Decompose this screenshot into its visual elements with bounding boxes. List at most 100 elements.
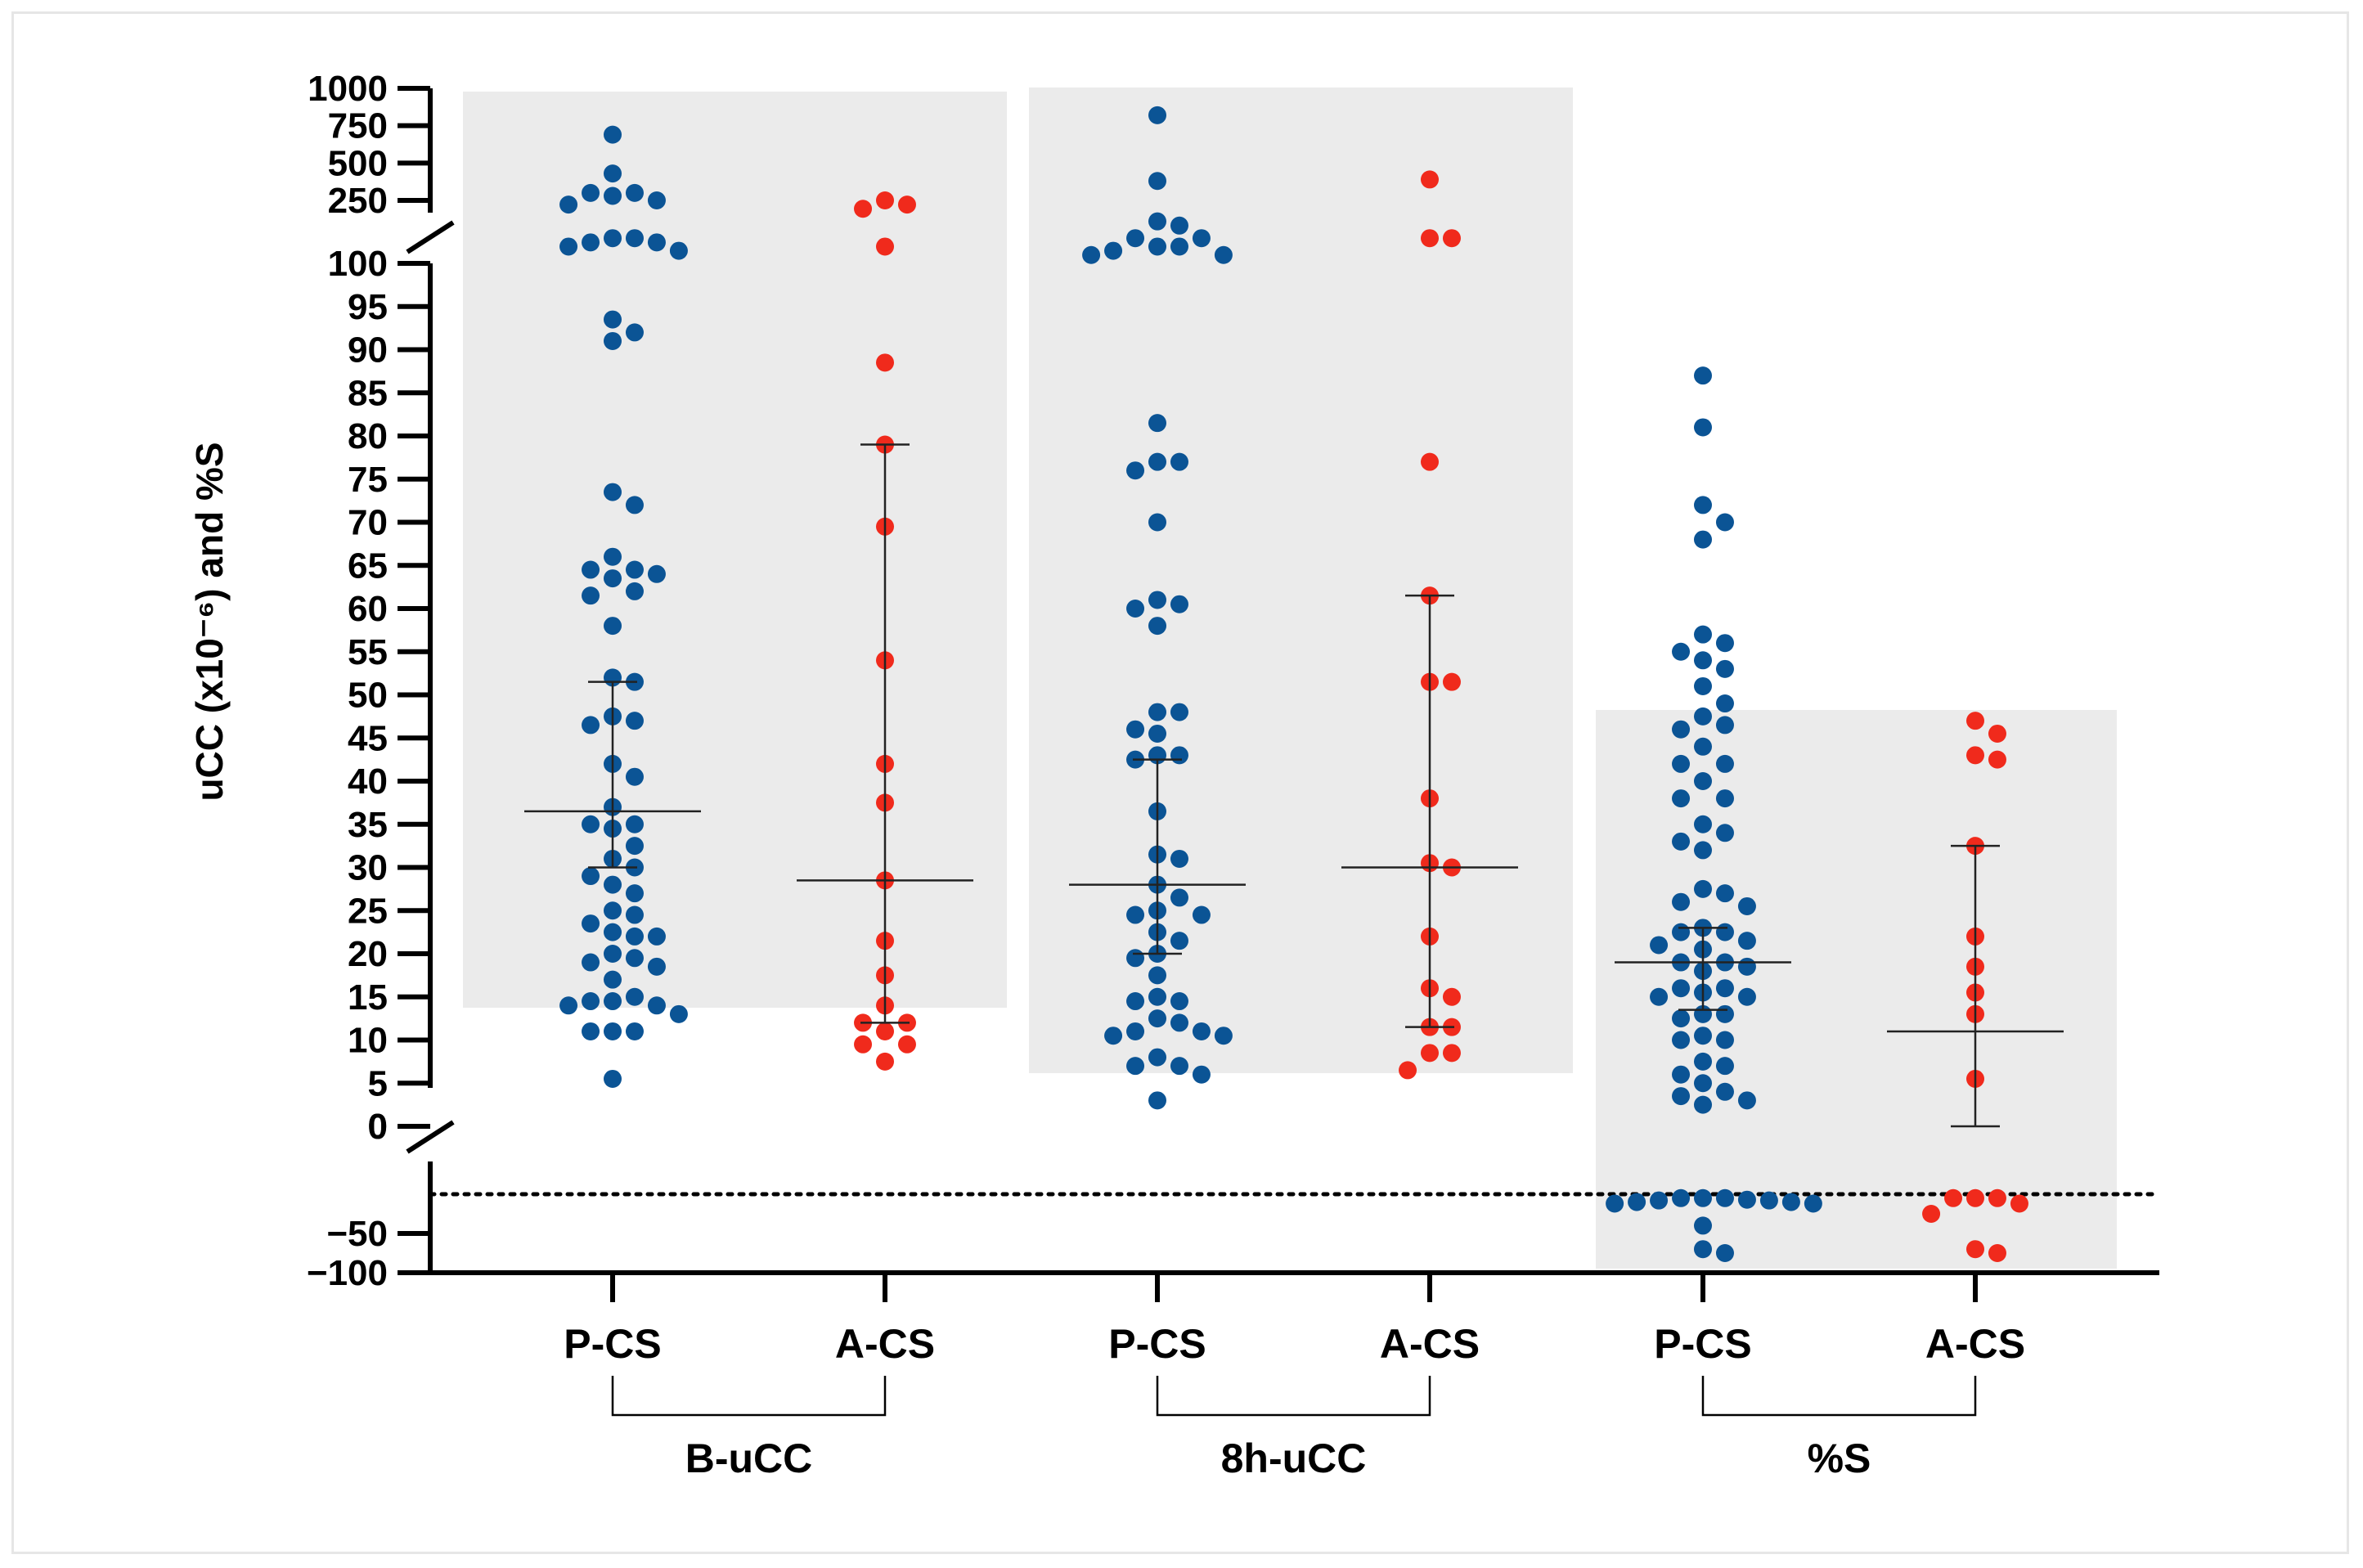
data-point [876,237,894,256]
data-point [1148,987,1166,1006]
data-point [1715,789,1734,808]
data-point [604,875,622,894]
data-point [1715,694,1734,713]
data-point [1628,1193,1646,1211]
data-point [625,884,644,903]
data-point [1715,1004,1734,1023]
data-point [1715,884,1734,903]
group-shading-1 [463,92,1007,1008]
y-tick-label: 30 [348,848,388,888]
data-point [604,901,622,920]
data-point [1672,923,1691,941]
series-%S-P-CS [1606,366,1822,1262]
data-point [582,1022,600,1040]
x-category-label: A-CS [1380,1321,1480,1367]
data-point [1944,1188,1963,1207]
data-point [1694,1027,1712,1045]
data-point [854,200,873,218]
data-point [1672,720,1691,739]
x-category-label: P-CS [1108,1321,1206,1367]
data-point [876,1022,894,1040]
group-label: 8h-uCC [1221,1435,1367,1481]
data-point [1170,932,1188,950]
data-point [604,617,622,636]
data-point [669,241,688,260]
data-point [1694,676,1712,695]
y-tick-label: 80 [348,416,388,456]
data-point [647,927,666,946]
data-point [582,815,600,833]
data-point [625,949,644,968]
y-tick-label: 10 [348,1021,388,1061]
data-point [1715,634,1734,653]
y-tick-label: 100 [328,244,388,284]
data-point [1672,1009,1691,1028]
data-point [1148,617,1166,636]
data-point [876,191,894,209]
data-point [1694,418,1712,437]
data-point [559,996,578,1015]
data-point [1737,1091,1756,1110]
y-tick-label: 60 [348,589,388,629]
data-point [1737,987,1756,1006]
data-point [1148,212,1166,231]
data-point [1694,651,1712,670]
data-point [1715,1031,1734,1049]
data-point [1694,625,1712,644]
data-point [1170,1057,1188,1076]
data-point [876,353,894,372]
data-point [1126,992,1145,1011]
data-point [1694,707,1712,726]
data-point [1715,1057,1734,1076]
y-axis: 0−50−10005101520253035404550556065707580… [307,69,455,1293]
data-point [582,560,600,579]
data-point [1694,1074,1712,1093]
y-tick-label: 50 [348,676,388,716]
data-point [1082,245,1101,264]
y-tick-label: 55 [348,632,388,672]
x-category-label: P-CS [1654,1321,1751,1367]
data-point [582,183,600,202]
y-tick-label: −50 [326,1214,388,1254]
data-point [1715,754,1734,773]
data-point [1170,595,1188,613]
data-point [1694,841,1712,860]
data-point [1399,1061,1417,1080]
data-point [1192,229,1211,248]
data-point [1148,966,1166,985]
group-bracket [1156,1376,1431,1417]
data-point [604,923,622,941]
y-axis-title: uCC (x10⁻⁶) and %S [188,442,231,801]
data-point [1715,979,1734,998]
data-point [604,310,622,329]
y-tick-label: 40 [348,762,388,802]
y-tick-label: 65 [348,546,388,586]
y-tick-label: 85 [348,373,388,413]
data-point [1672,892,1691,911]
data-point [1715,1082,1734,1101]
data-point [1672,642,1691,661]
data-point [1192,905,1211,924]
data-point [1650,936,1669,955]
data-point [582,992,600,1011]
data-point [582,586,600,605]
data-point [2010,1194,2028,1213]
data-point [1170,703,1188,721]
data-point [604,992,622,1011]
data-point [1148,106,1166,124]
data-point [1804,1194,1822,1213]
data-point [1694,737,1712,756]
data-point [1737,1190,1756,1209]
data-point [1170,1013,1188,1032]
y-tick-label: 1000 [308,69,388,109]
series-8h-uCC-A-CS [1341,170,1518,1080]
data-point [604,970,622,989]
x-category-label: P-CS [564,1321,661,1367]
data-point [1214,245,1233,264]
data-point [1694,496,1712,514]
data-point [1442,1044,1461,1063]
y-tick-label: 70 [348,503,388,543]
data-point [625,1022,644,1040]
data-point [1170,888,1188,907]
